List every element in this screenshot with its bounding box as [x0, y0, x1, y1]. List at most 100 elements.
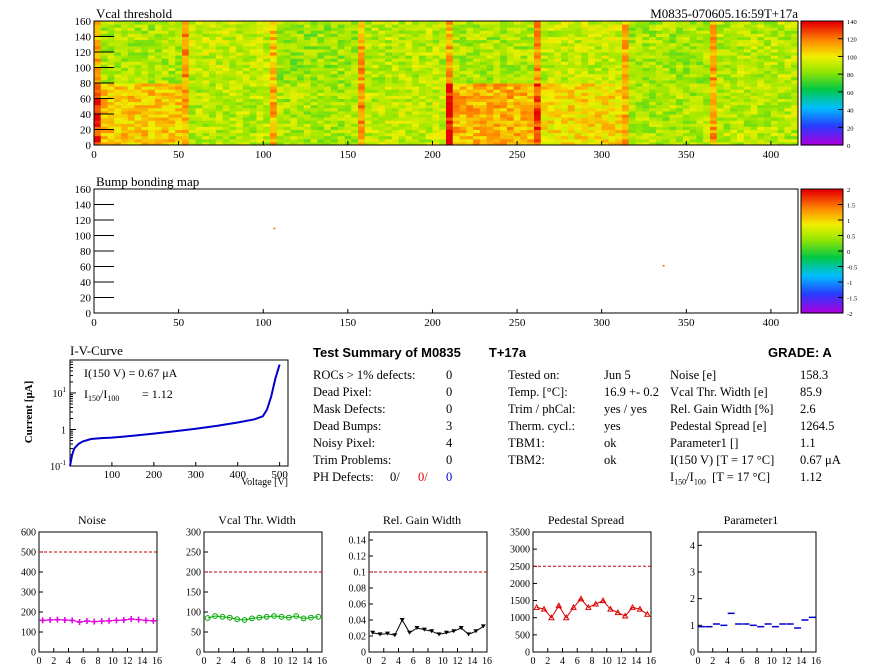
vcal-cell: [263, 95, 271, 99]
vcal-cell: [330, 120, 339, 124]
vcal-cell: [121, 117, 129, 121]
vcal-cell: [134, 58, 142, 62]
vcal-cell: [344, 58, 352, 62]
vcal-cell: [757, 21, 765, 25]
vcal-cell: [662, 64, 670, 68]
vcal-cell: [561, 89, 569, 93]
vcal-cell: [581, 27, 589, 31]
vcal-cell: [594, 76, 603, 81]
vcal-cell: [202, 132, 210, 137]
vcal-cell: [743, 101, 752, 106]
vcal-cell: [236, 114, 244, 118]
vcal-cell: [743, 117, 752, 121]
vcal-cell: [561, 45, 569, 50]
vcal-cell: [615, 21, 623, 25]
vcal-cell: [330, 141, 339, 146]
vcal-cell: [263, 126, 271, 130]
vcal-cell: [276, 104, 285, 109]
vcal-cell: [148, 27, 156, 31]
vcal-cell: [195, 70, 203, 75]
vcal-cell: [134, 79, 142, 84]
bump-scale-band: [801, 241, 843, 245]
result-label: I(150 V) [T = 17 °C]: [670, 453, 775, 467]
vcal-cell: [425, 101, 433, 106]
vcal-scale-band: [801, 87, 843, 92]
vcal-cell: [182, 138, 190, 143]
vcal-cell: [121, 138, 129, 143]
vcal-cell: [493, 55, 501, 59]
vcal-cell: [615, 24, 623, 28]
vcal-y-tick-label: 80: [80, 78, 92, 90]
vcal-cell: [710, 129, 718, 134]
vcal-cell: [229, 89, 237, 93]
vcal-cell: [581, 61, 589, 65]
vcal-cell: [737, 36, 745, 41]
vcal-cell: [561, 141, 569, 146]
vcal-cell: [520, 55, 528, 59]
vcal-cell: [222, 76, 230, 81]
vcal-cell: [520, 36, 528, 41]
vcal-cell: [608, 61, 616, 65]
vcal-cell: [513, 30, 521, 34]
vcal-cell: [547, 21, 555, 25]
vcal-cell: [290, 123, 298, 127]
vcal-cell: [466, 138, 474, 143]
vcal-cell: [642, 110, 650, 115]
vcal-cell: [114, 36, 122, 41]
vcal-cell: [594, 126, 603, 130]
vcal-cell: [303, 45, 312, 50]
chip-plot-x-tick-label: 2: [51, 656, 56, 667]
vcal-cell: [743, 73, 752, 78]
vcal-cell: [527, 33, 535, 37]
vcal-cell: [100, 79, 109, 84]
vcal-cell: [134, 21, 142, 25]
vcal-cell: [770, 89, 779, 93]
vcal-cell: [276, 98, 285, 103]
vcal-cell: [446, 104, 454, 109]
vcal-cell: [344, 55, 352, 59]
vcal-cell: [364, 104, 373, 109]
vcal-cell: [500, 33, 508, 37]
vcal-cell: [561, 42, 569, 47]
chip-plot-y-tick-label: 250: [186, 548, 201, 559]
vcal-cell: [418, 104, 427, 109]
vcal-cell: [703, 107, 711, 112]
vcal-cell: [446, 21, 454, 25]
vcal-x-tick-label: 250: [509, 149, 526, 161]
vcal-cell: [182, 114, 190, 118]
vcal-cell: [642, 70, 650, 75]
vcal-cell: [770, 61, 779, 65]
vcal-cell: [452, 24, 461, 28]
vcal-cell: [743, 27, 752, 31]
vcal-cell: [215, 120, 224, 124]
bump-y-tick-label: 0: [86, 308, 92, 320]
vcal-cell: [547, 33, 555, 37]
vcal-cell: [405, 117, 413, 121]
vcal-cell: [303, 110, 312, 115]
vcal-cell: [649, 120, 657, 124]
vcal-cell: [750, 101, 758, 106]
vcal-cell: [567, 27, 576, 31]
vcal-cell: [242, 61, 251, 65]
vcal-cell: [716, 24, 725, 28]
vcal-cell: [229, 120, 237, 124]
chip-plot-frame: [697, 531, 817, 653]
vcal-cell: [655, 141, 664, 146]
vcal-cell: [588, 24, 596, 28]
vcal-cell: [567, 114, 576, 118]
vcal-cell: [412, 110, 420, 115]
vcal-cell: [506, 27, 515, 31]
vcal-cell: [730, 132, 738, 137]
vcal-cell: [588, 104, 596, 109]
vcal-cell: [459, 132, 467, 137]
ph-defects-value-1: 0/: [390, 470, 400, 484]
vcal-cell: [784, 55, 792, 59]
vcal-cell: [452, 89, 461, 93]
vcal-cell: [94, 117, 102, 121]
vcal-cell: [757, 48, 765, 53]
vcal-cell: [107, 120, 115, 124]
vcal-cell: [256, 70, 264, 75]
vcal-cell: [222, 24, 230, 28]
vcal-cell: [236, 132, 244, 137]
vcal-cell: [330, 79, 339, 84]
